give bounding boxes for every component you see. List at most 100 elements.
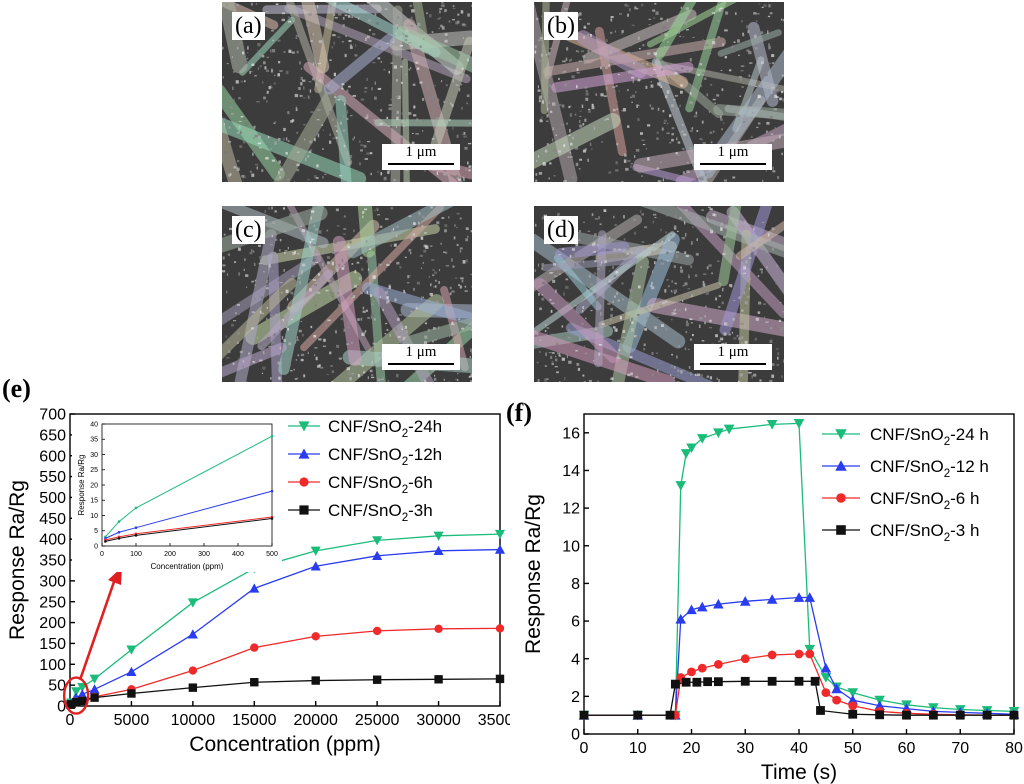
sem-grain — [384, 8, 388, 10]
sem-grain — [249, 70, 251, 74]
sem-grain — [359, 277, 361, 280]
sem-grain — [309, 231, 313, 236]
sem-grain — [627, 299, 631, 302]
sem-grain — [566, 301, 569, 305]
sem-fiber — [402, 317, 472, 349]
sem-grain — [652, 74, 657, 77]
sem-grain — [271, 234, 273, 237]
e-inset-data-point — [134, 506, 138, 510]
sem-grain — [608, 279, 612, 283]
sem-grain — [415, 306, 418, 310]
sem-grain — [419, 254, 424, 257]
sem-grain — [635, 91, 637, 94]
sem-grain — [266, 317, 268, 320]
sem-grain — [665, 300, 668, 303]
sem-grain — [613, 215, 615, 219]
sem-grain — [695, 216, 698, 219]
sem-grain — [424, 322, 428, 325]
sem-grain — [587, 230, 591, 232]
sem-grain — [704, 104, 707, 108]
e-inset-y-tick-label: 10 — [90, 513, 98, 520]
sem-grain — [607, 79, 609, 82]
sem-grain — [579, 110, 582, 112]
sem-grain — [601, 261, 603, 265]
sem-grain — [541, 263, 545, 267]
f-legend-label: CNF/SnO2-6 h — [870, 489, 979, 512]
sem-grain — [237, 358, 240, 362]
sem-grain — [335, 296, 337, 298]
sem-grain — [776, 89, 779, 93]
sem-grain — [600, 312, 602, 316]
sem-grain — [263, 61, 266, 65]
sem-grain — [432, 340, 434, 343]
sem-grain — [584, 86, 588, 89]
sem-grain — [264, 209, 267, 214]
sem-grain — [660, 228, 662, 232]
sem-grain — [568, 360, 572, 364]
sem-grain — [769, 116, 773, 120]
sem-grain — [594, 327, 597, 331]
sem-grain — [238, 125, 241, 129]
sem-grain — [666, 251, 669, 255]
sem-grain — [614, 105, 616, 107]
sem-grain — [227, 340, 231, 344]
sem-grain — [618, 248, 621, 251]
sem-grain — [436, 171, 439, 176]
f-data-point — [831, 683, 842, 694]
sem-grain — [637, 32, 641, 35]
sem-grain — [777, 352, 780, 356]
sem-grain — [365, 38, 368, 41]
sem-grain — [760, 61, 764, 64]
sem-grain — [318, 79, 322, 82]
sem-grain — [322, 176, 324, 179]
sem-grain — [735, 114, 739, 117]
sem-grain — [771, 363, 775, 366]
sem-grain — [739, 373, 743, 377]
sem-grain — [616, 291, 619, 295]
sem-grain — [252, 250, 255, 253]
e-data-point — [433, 545, 444, 556]
sem-grain — [470, 329, 472, 331]
sem-grain — [563, 144, 566, 147]
sem-grain — [751, 116, 753, 120]
sem-grain — [250, 2, 253, 6]
sem-grain — [772, 62, 774, 64]
sem-grain — [428, 276, 430, 278]
sem-grain — [298, 329, 302, 333]
sem-grain — [439, 10, 441, 14]
sem-grain — [741, 20, 743, 23]
sem-grain — [294, 378, 298, 380]
sem-grain — [364, 86, 368, 90]
sem-grain — [284, 251, 286, 254]
e-legend-marker — [298, 448, 310, 459]
sem-grain — [263, 343, 267, 346]
sem-grain — [234, 261, 237, 264]
sem-grain — [769, 12, 773, 15]
sem-grain — [449, 335, 451, 338]
sem-grain — [570, 105, 572, 108]
sem-grain — [661, 127, 664, 131]
sem-grain — [330, 364, 334, 368]
sem-grain — [637, 36, 640, 40]
sem-image-a: (a) 1 μm — [222, 2, 472, 182]
sem-grain — [251, 249, 253, 253]
sem-grain — [683, 369, 686, 371]
sem-grain — [275, 120, 277, 123]
sem-grain — [373, 318, 376, 321]
sem-grain — [698, 83, 700, 86]
sem-grain — [663, 26, 667, 29]
e-y-tick-label: 250 — [39, 594, 66, 611]
sem-grain — [704, 305, 707, 308]
sem-grain — [631, 24, 635, 27]
sem-grain — [651, 286, 655, 290]
sem-grain — [461, 133, 465, 136]
sem-grain — [468, 375, 472, 378]
sem-grain — [539, 95, 542, 99]
sem-grain — [234, 311, 237, 315]
f-data-point — [847, 694, 859, 705]
sem-grain — [700, 84, 702, 88]
sem-grain — [670, 234, 672, 236]
sem-grain — [369, 294, 373, 297]
sem-grain — [710, 230, 713, 234]
sem-grain — [607, 302, 611, 305]
